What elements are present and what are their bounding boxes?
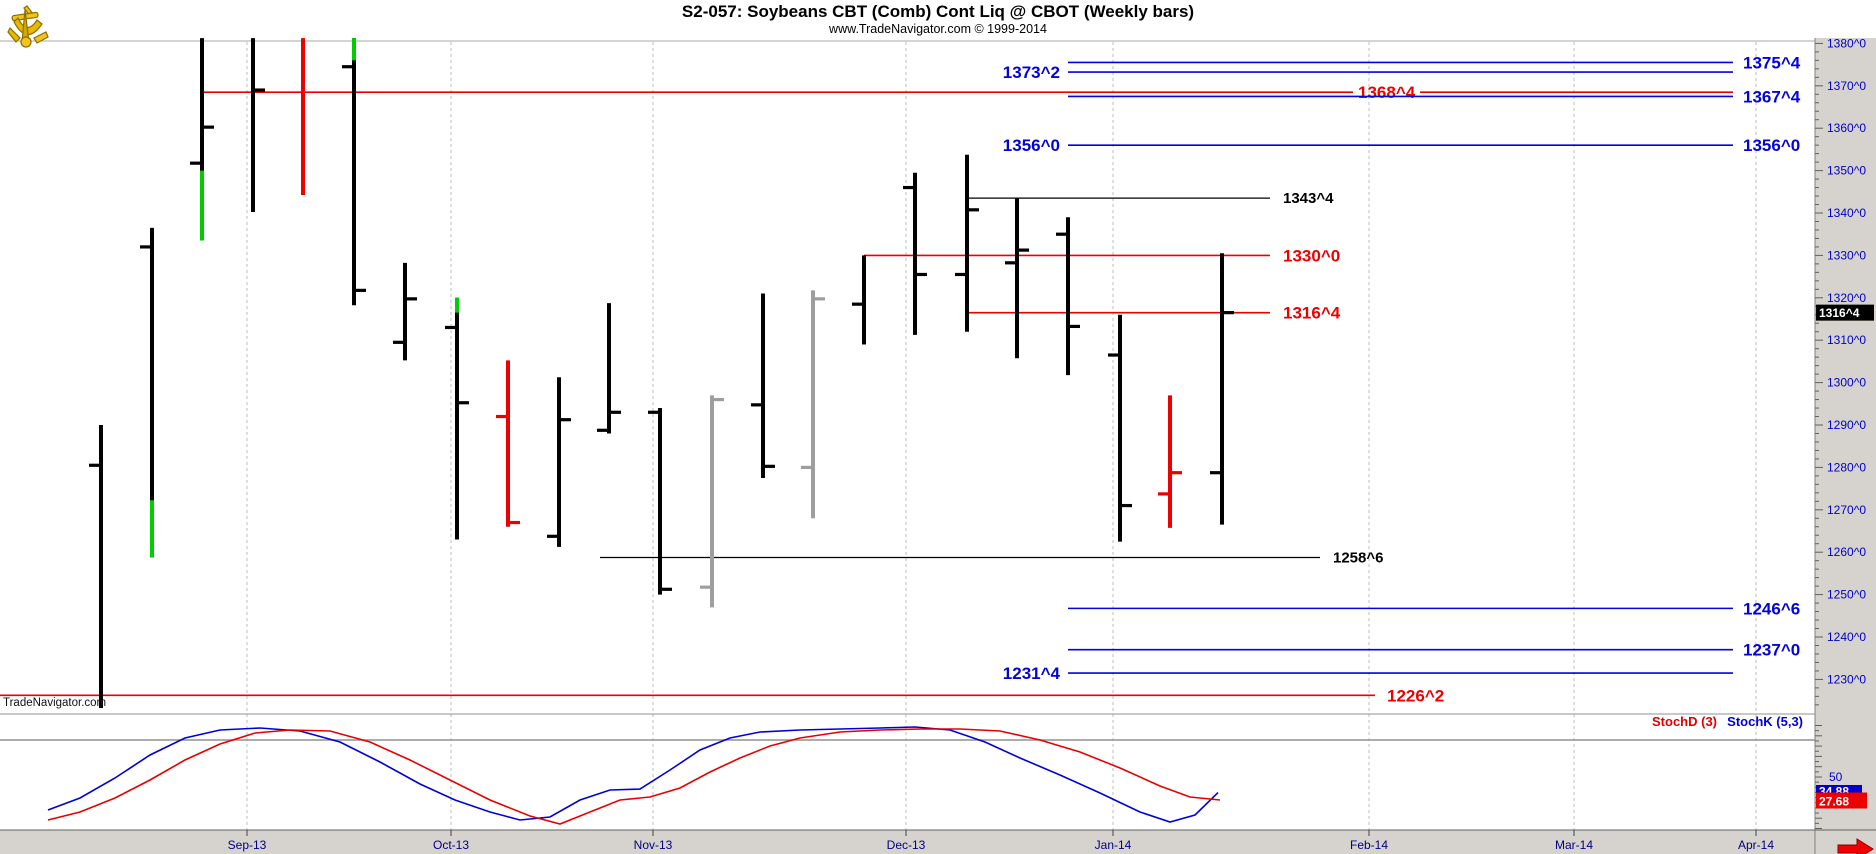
level-label-right: 1367^4 <box>1743 87 1801 106</box>
price-bar <box>1108 314 1132 542</box>
price-bar <box>1056 217 1080 376</box>
date-label: Dec-13 <box>887 838 926 852</box>
level-label: 1368^4 <box>1358 83 1416 102</box>
date-label: Sep-13 <box>228 838 267 852</box>
level-label: 1258^6 <box>1333 550 1383 567</box>
price-bar <box>89 425 103 709</box>
price-bar <box>700 395 724 608</box>
date-label: Nov-13 <box>634 838 673 852</box>
price-axis-label: 1350^0 <box>1827 164 1866 178</box>
price-axis-label: 1260^0 <box>1827 545 1866 559</box>
current-price-tag <box>1816 304 1874 321</box>
price-axis-strip <box>1815 38 1876 830</box>
price-bar <box>496 360 520 527</box>
price-bar <box>342 38 366 306</box>
price-bar <box>393 262 417 361</box>
price-bar <box>140 227 154 558</box>
level-label-right: 1246^6 <box>1743 599 1800 618</box>
stoch-50-label: 50 <box>1829 770 1843 784</box>
price-bar <box>190 38 214 241</box>
level-label-right: 1237^0 <box>1743 641 1800 660</box>
level-label-right: 1375^4 <box>1743 53 1801 72</box>
level-label: 1226^2 <box>1387 686 1444 705</box>
price-bar <box>648 408 672 595</box>
price-bar <box>547 377 571 547</box>
current-price-text: 1316^4 <box>1819 306 1860 320</box>
stochd-legend-label[interactable]: StochD (3) <box>1652 714 1717 729</box>
stochd-value-tag <box>1816 792 1867 809</box>
price-bar <box>903 172 927 335</box>
price-axis-label: 1230^0 <box>1827 672 1866 686</box>
chart-title: S2-057: Soybeans CBT (Comb) Cont Liq @ C… <box>681 2 1195 21</box>
price-axis-label: 1370^0 <box>1827 79 1866 93</box>
price-axis-label: 1330^0 <box>1827 248 1866 262</box>
price-bar <box>597 303 621 434</box>
level-label-left: 1356^0 <box>1003 136 1060 155</box>
trade-navigator-logo sextant-icon <box>7 5 49 48</box>
price-axis-label: 1340^0 <box>1827 206 1866 220</box>
price-bar <box>852 255 866 345</box>
date-label: Apr-14 <box>1738 838 1774 852</box>
stochk-legend-label[interactable]: StochK (5,3) <box>1727 714 1803 729</box>
price-bar <box>445 297 469 540</box>
price-axis-label: 1240^0 <box>1827 630 1866 644</box>
level-label-left: 1373^2 <box>1003 63 1060 82</box>
level-label: 1343^4 <box>1283 190 1334 207</box>
level-label-left: 1231^4 <box>1003 664 1061 683</box>
price-bar <box>1005 198 1029 359</box>
price-axis-label: 1300^0 <box>1827 376 1866 390</box>
price-axis-label: 1250^0 <box>1827 588 1866 602</box>
date-label: Jan-14 <box>1095 838 1132 852</box>
price-axis-label: 1360^0 <box>1827 121 1866 135</box>
price-axis-label: 1280^0 <box>1827 460 1866 474</box>
date-label: Mar-14 <box>1555 838 1593 852</box>
price-bar <box>1210 253 1234 525</box>
level-label-right: 1356^0 <box>1743 136 1800 155</box>
stochd-value-text: 27.68 <box>1819 795 1849 809</box>
level-label: 1316^4 <box>1283 304 1341 323</box>
scroll-forward-arrow-button[interactable] <box>1837 838 1874 854</box>
price-axis-label: 1380^0 <box>1827 36 1866 50</box>
date-label: Feb-14 <box>1350 838 1388 852</box>
level-label: 1330^0 <box>1283 246 1340 265</box>
stochd-line <box>47 728 1221 825</box>
chart-subtitle: www.TradeNavigator.com © 1999-2014 <box>829 22 1047 36</box>
price-bar <box>955 154 979 332</box>
price-axis-label: 1310^0 <box>1827 333 1866 347</box>
stochk-line <box>47 726 1219 823</box>
date-label: Oct-13 <box>433 838 469 852</box>
price-axis-label: 1290^0 <box>1827 418 1866 432</box>
price-bar <box>801 290 825 519</box>
price-axis-label: 1270^0 <box>1827 503 1866 517</box>
date-axis-strip <box>0 830 1876 854</box>
watermark-text: TradeNavigator.com <box>3 697 107 709</box>
price-axis-label: 1320^0 <box>1827 291 1866 305</box>
price-bar <box>251 38 265 212</box>
price-bar <box>1158 395 1182 528</box>
price-bar <box>751 293 775 478</box>
